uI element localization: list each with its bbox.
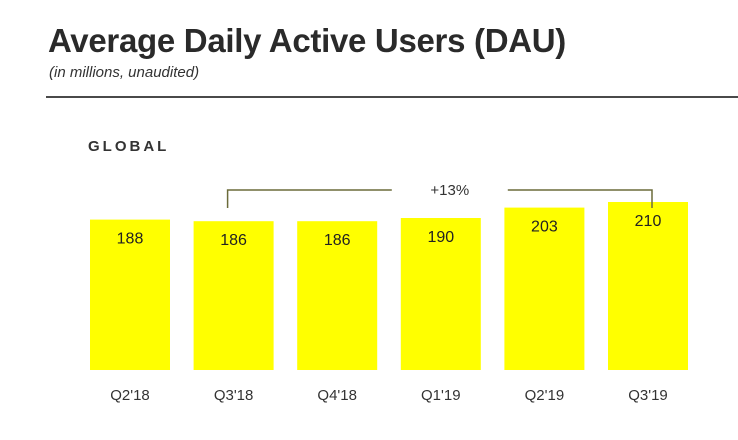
page-title: Average Daily Active Users (DAU): [48, 22, 566, 59]
data-label: 186: [220, 232, 247, 249]
page-subtitle: (in millions, unaudited): [49, 64, 200, 81]
x-tick-label: Q2'18: [110, 387, 150, 404]
section-label: GLOBAL: [88, 138, 170, 155]
growth-bracket: +13%: [226, 182, 653, 208]
data-labels-layer: 188 186 186 190 203 210: [117, 213, 662, 249]
header-divider: [46, 96, 738, 98]
bracket-right: [507, 189, 653, 208]
x-tick-label: Q2'19: [525, 387, 565, 404]
bar-Q1'19: [400, 218, 481, 370]
data-label: 186: [324, 232, 351, 249]
data-label: 210: [635, 213, 662, 230]
bar-Q2'19: [504, 207, 585, 370]
x-tick-label: Q1'19: [421, 387, 461, 404]
data-label: 190: [427, 229, 454, 246]
bracket-left: [226, 189, 392, 208]
data-label: 188: [117, 231, 144, 248]
x-tick-label: Q4'18: [317, 387, 357, 404]
bar-Q3'19: [608, 202, 688, 370]
x-tick-label: Q3'18: [214, 387, 254, 404]
x-tick-label: Q3'19: [628, 387, 668, 404]
x-axis-ticks: Q2'18 Q3'18 Q4'18 Q1'19 Q2'19 Q3'19: [110, 387, 668, 404]
bars-layer: [90, 202, 688, 370]
bar-Q3'18: [193, 221, 274, 370]
bar-Q4'18: [297, 221, 378, 370]
data-label: 203: [531, 219, 558, 236]
growth-annotation: +13%: [430, 182, 469, 199]
bar-Q2'18: [90, 219, 170, 370]
